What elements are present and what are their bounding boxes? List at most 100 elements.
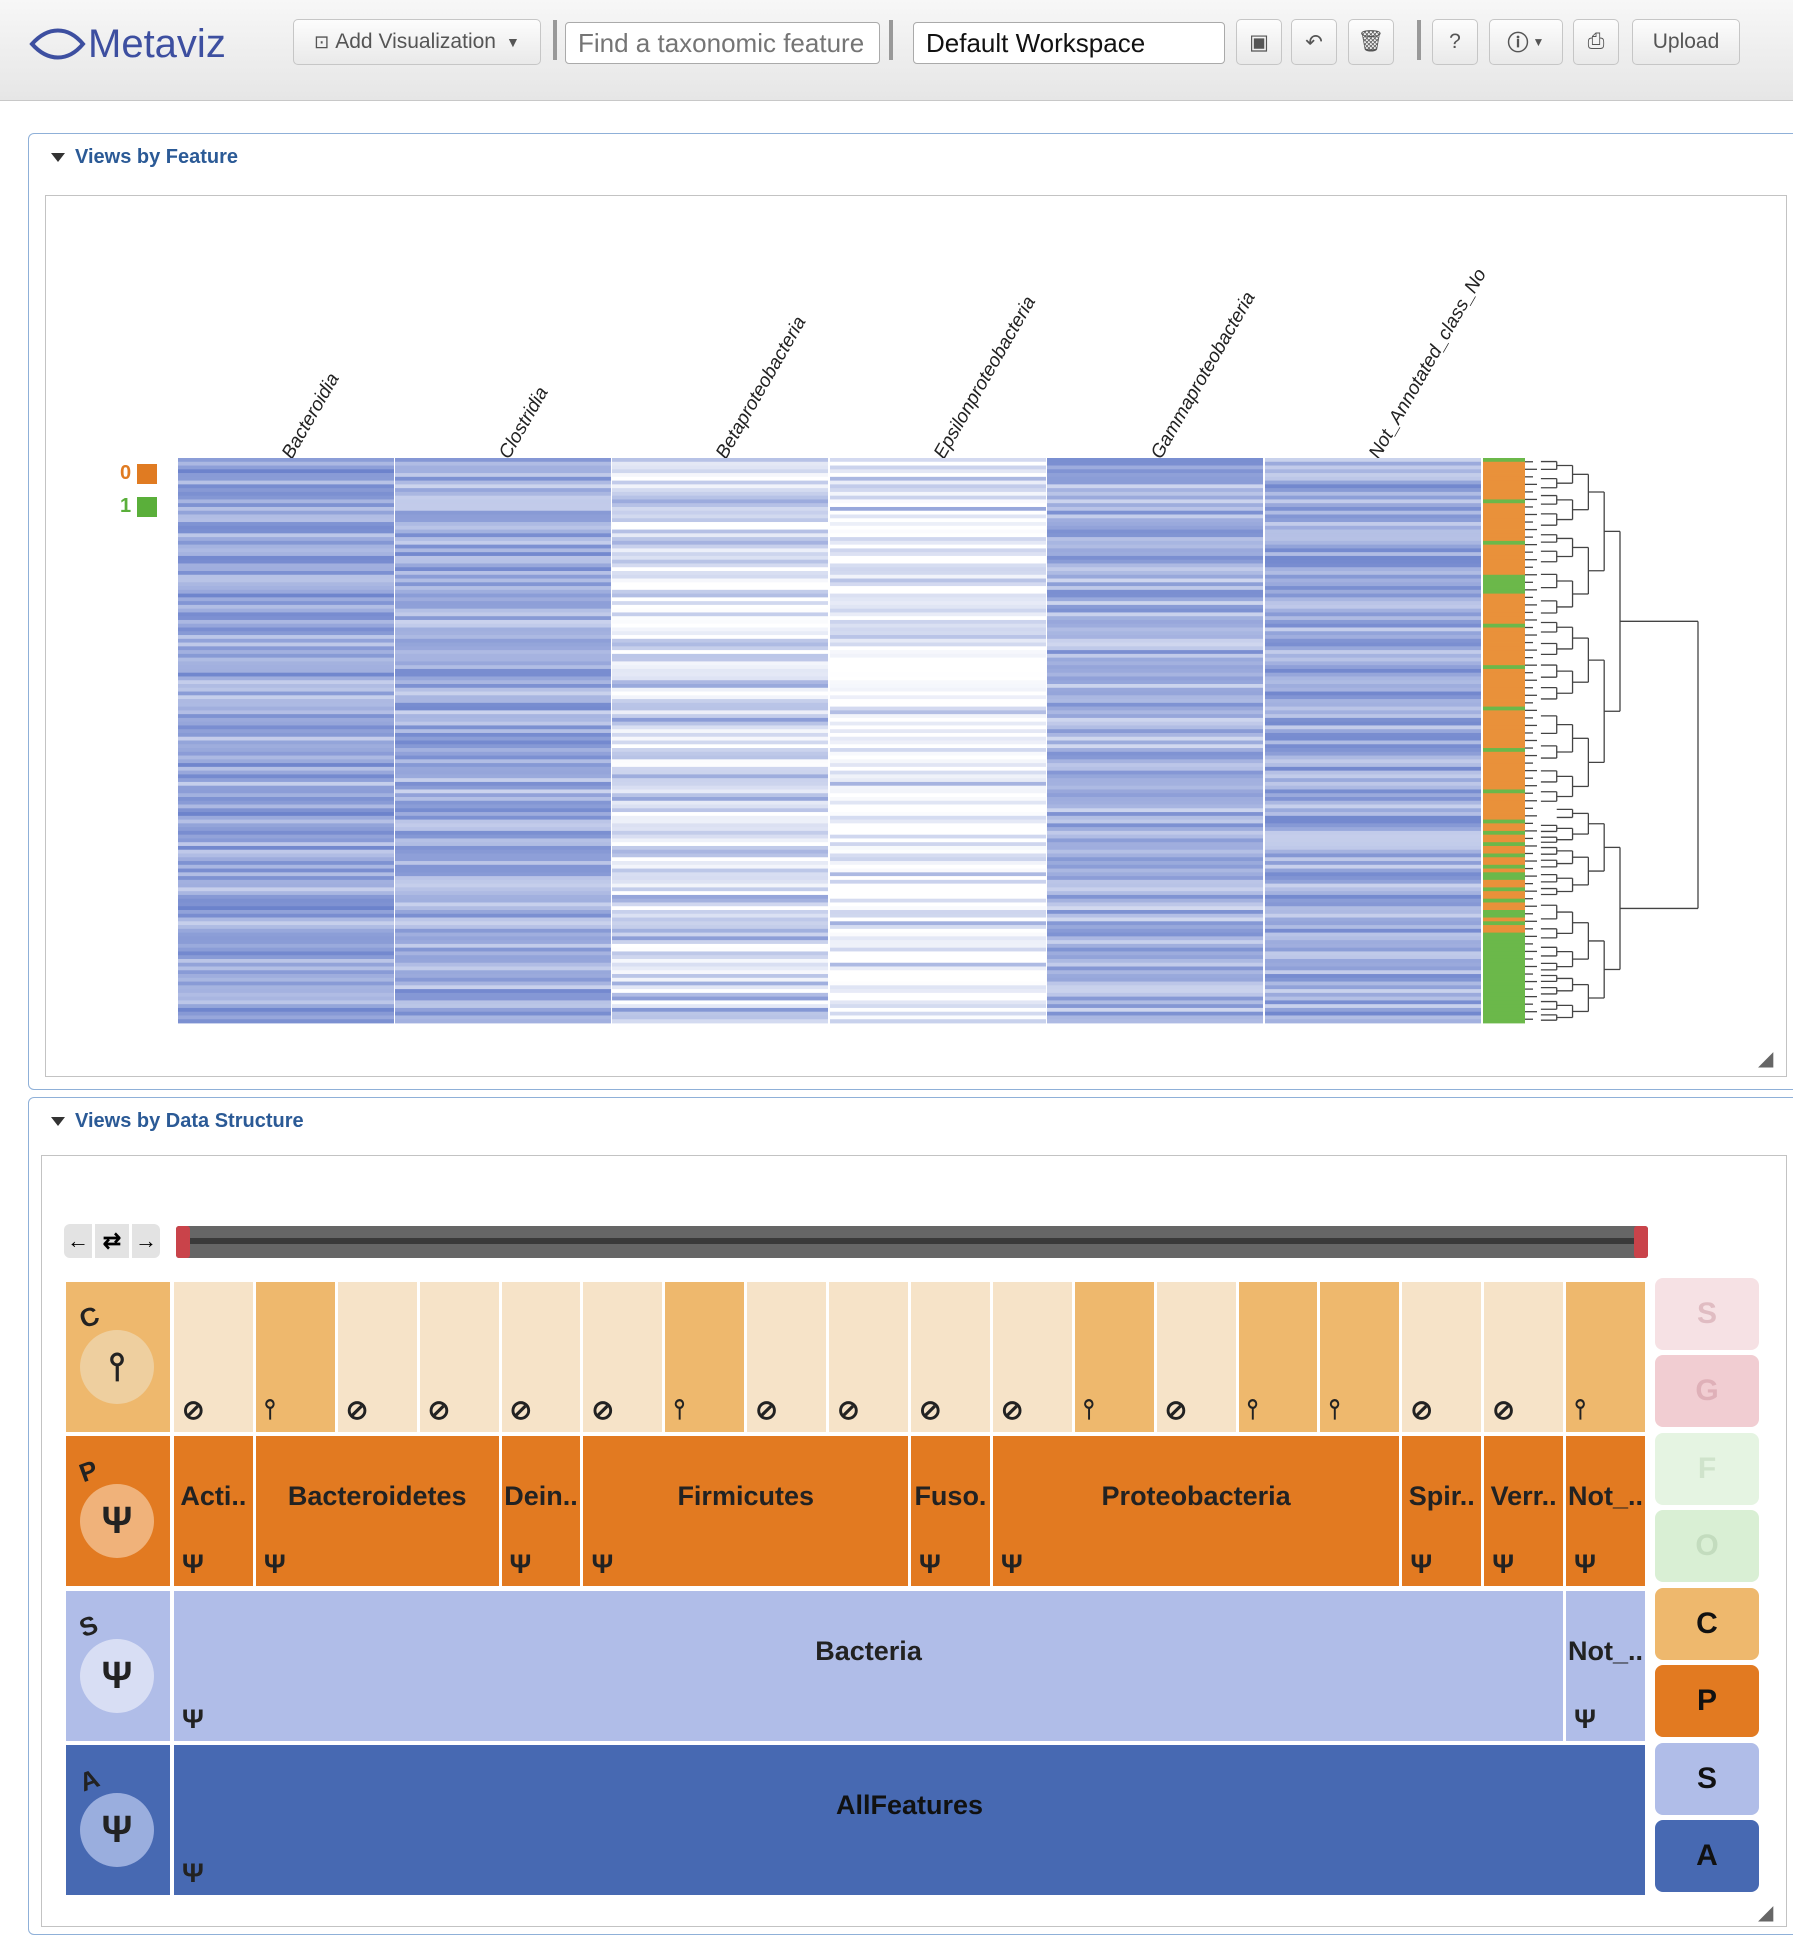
heatmap-cell[interactable] [1265, 638, 1481, 643]
heatmap-cell[interactable] [178, 458, 394, 463]
heatmap-cell[interactable] [612, 910, 828, 915]
heatmap-cell[interactable] [612, 559, 828, 564]
heatmap-cell[interactable] [830, 1011, 1046, 1016]
heatmap-cell[interactable] [395, 653, 611, 659]
heatmap-cell[interactable] [1047, 804, 1263, 809]
heatmap-cell[interactable] [1265, 533, 1481, 538]
heatmap-cell[interactable] [830, 473, 1046, 478]
heatmap-cell[interactable] [1265, 510, 1481, 515]
heatmap-cell[interactable] [612, 506, 828, 512]
heatmap-cell[interactable] [830, 834, 1046, 839]
heatmap-cell[interactable] [178, 702, 394, 707]
heatmap-cell[interactable] [1047, 830, 1263, 836]
heatmap-cell[interactable] [395, 876, 611, 881]
heatmap-cell[interactable] [178, 800, 394, 805]
heatmap-cell[interactable] [612, 887, 828, 892]
heatmap-cell[interactable] [1047, 552, 1263, 557]
heatmap-cell[interactable] [830, 525, 1046, 530]
heatmap-cell[interactable] [612, 906, 828, 911]
heatmap-cell[interactable] [395, 608, 611, 613]
heatmap-cell[interactable] [612, 797, 828, 802]
heatmap-cell[interactable] [830, 974, 1046, 979]
level-button[interactable]: F [1655, 1433, 1759, 1505]
heatmap-cell[interactable] [612, 525, 828, 530]
heatmap-cell[interactable] [178, 559, 394, 564]
heatmap-cell[interactable] [612, 857, 828, 862]
level-button[interactable]: C [1655, 1588, 1759, 1660]
heatmap-cell[interactable] [178, 476, 394, 481]
heatmap-cell[interactable] [395, 868, 611, 873]
heatmap-cell[interactable] [1047, 800, 1263, 805]
heatmap-cell[interactable] [1047, 864, 1263, 869]
heatmap-cell[interactable] [612, 480, 828, 485]
heatmap-cell[interactable] [1047, 732, 1263, 738]
heatmap-cell[interactable] [395, 510, 611, 515]
heatmap-cell[interactable] [1265, 725, 1481, 730]
heatmap-cell[interactable] [612, 925, 828, 930]
heatmap-cell[interactable] [612, 921, 828, 926]
heatmap-cell[interactable] [830, 518, 1046, 523]
heatmap-cell[interactable] [1265, 604, 1481, 610]
heatmap-cell[interactable] [1047, 763, 1263, 768]
heatmap-cell[interactable] [612, 642, 828, 647]
heatmap-cell[interactable] [830, 838, 1046, 843]
heatmap-cell[interactable] [1047, 789, 1263, 794]
heatmap-cell[interactable] [1265, 544, 1481, 549]
heatmap-cell[interactable] [1047, 932, 1263, 937]
heatmap-cell[interactable] [1047, 612, 1263, 617]
heatmap-cell[interactable] [830, 571, 1046, 576]
heatmap-cell[interactable] [1265, 586, 1481, 591]
heatmap-cell[interactable] [395, 913, 611, 918]
heatmap-cell[interactable] [612, 785, 828, 790]
heatmap-cell[interactable] [612, 601, 828, 606]
heatmap-cell[interactable] [830, 872, 1046, 877]
heatmap-cell[interactable] [1265, 706, 1481, 711]
heatmap-cell[interactable] [1047, 657, 1263, 662]
heatmap-cell[interactable] [830, 800, 1046, 805]
heatmap-cell[interactable] [830, 702, 1046, 707]
heatmap-cell[interactable] [395, 725, 611, 730]
heatmap-cell[interactable] [612, 725, 828, 730]
heatmap-cell[interactable] [612, 484, 828, 489]
heatmap-cell[interactable] [612, 861, 828, 866]
heatmap-cell[interactable] [1047, 650, 1263, 655]
heatmap-cell[interactable] [395, 879, 611, 885]
heatmap-cell[interactable] [395, 495, 611, 500]
upload-button[interactable]: Upload [1632, 19, 1740, 65]
heatmap-cell[interactable] [612, 465, 828, 470]
heatmap-cell[interactable] [1265, 740, 1481, 745]
heatmap-cell[interactable] [612, 631, 828, 636]
heatmap-cell[interactable] [612, 898, 828, 903]
heatmap-cell[interactable] [830, 910, 1046, 915]
heatmap-cell[interactable] [178, 879, 394, 885]
heatmap-cell[interactable] [612, 947, 828, 952]
icicle-node[interactable]: Spir.. Ψ [1402, 1436, 1482, 1586]
heatmap-cell[interactable] [1047, 725, 1263, 730]
heatmap-cell[interactable] [1265, 461, 1481, 466]
heatmap-cell[interactable] [178, 469, 394, 474]
heatmap-cell[interactable] [830, 781, 1046, 787]
heatmap-cell[interactable] [1047, 616, 1263, 621]
heatmap-cell[interactable] [178, 661, 394, 666]
heatmap-cell[interactable] [1047, 608, 1263, 613]
heatmap-cell[interactable] [1265, 974, 1481, 979]
heatmap-cell[interactable] [1265, 819, 1481, 824]
heatmap-cell[interactable] [830, 1004, 1046, 1009]
heatmap-cell[interactable] [395, 770, 611, 775]
heatmap-cell[interactable] [830, 917, 1046, 922]
heatmap-cell[interactable] [612, 876, 828, 881]
heatmap-cell[interactable] [1265, 763, 1481, 768]
heatmap-cell[interactable] [1047, 668, 1263, 674]
heatmap-cell[interactable] [612, 717, 828, 723]
heatmap-cell[interactable] [178, 766, 394, 772]
heatmap-cell[interactable] [395, 1004, 611, 1009]
heatmap-cell[interactable] [830, 461, 1046, 466]
icicle-node[interactable]: Not_.. Ψ [1566, 1436, 1645, 1586]
heatmap-cell[interactable] [830, 710, 1046, 715]
heatmap-cell[interactable] [178, 876, 394, 881]
heatmap-cell[interactable] [395, 932, 611, 937]
heatmap-cell[interactable] [178, 555, 394, 561]
heatmap-cell[interactable] [1047, 936, 1263, 941]
heatmap-cell[interactable] [178, 537, 394, 542]
heatmap-cell[interactable] [395, 717, 611, 723]
